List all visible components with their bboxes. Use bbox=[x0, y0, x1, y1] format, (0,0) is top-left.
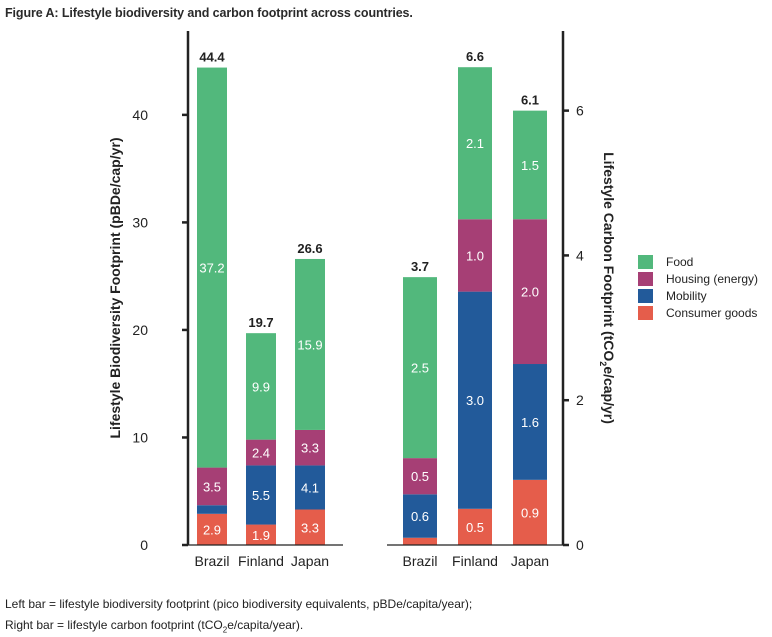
data-label-brazil-mobility: 0.6 bbox=[411, 509, 429, 524]
bar-brazil-food bbox=[197, 67, 227, 468]
data-label-finland-food: 9.9 bbox=[252, 379, 270, 394]
y-axis-title: Lifestyle Carbon Footprint (tCO2e/cap/yr… bbox=[598, 152, 617, 424]
bar-japan-housing-energy bbox=[295, 429, 325, 466]
y-tick-label-20: 20 bbox=[132, 322, 148, 338]
footnote-left-bar: Left bar = lifestyle biodiversity footpr… bbox=[5, 597, 473, 611]
y-tick-label-30: 30 bbox=[132, 214, 148, 230]
y-tick-label-2: 2 bbox=[576, 392, 584, 408]
bar-japan-mobility bbox=[295, 465, 325, 510]
figure-title: Figure A: Lifestyle biodiversity and car… bbox=[5, 6, 413, 20]
legend-swatch-housing-energy bbox=[638, 272, 653, 286]
bar-brazil-mobility bbox=[197, 505, 227, 514]
bar-finland-mobility bbox=[246, 465, 276, 525]
bar-japan-mobility bbox=[513, 364, 547, 480]
bar-brazil-housing-energy bbox=[197, 467, 227, 506]
x-tick-label-brazil: Brazil bbox=[402, 553, 437, 569]
data-label-japan-housing-energy: 2.0 bbox=[521, 285, 539, 300]
y-tick-label-4: 4 bbox=[576, 247, 584, 263]
x-tick-label-finland: Finland bbox=[452, 553, 498, 569]
bar-japan-housing-energy bbox=[513, 219, 547, 365]
y-tick-label-10: 10 bbox=[132, 429, 148, 445]
data-label-japan-mobility: 4.1 bbox=[301, 480, 319, 495]
bar-finland-consumer-goods bbox=[246, 524, 276, 545]
y-axis-title-part: Lifestyle Carbon Footprint (tCO bbox=[601, 152, 617, 361]
y-axis-title-subscript: 2 bbox=[598, 361, 608, 366]
carbon-chart: 0.6 0.5 2.5 3.7 Brazil 0.5 3.0 1.0 2.1 6.6 Finland… bbox=[387, 31, 617, 569]
data-label-finland-housing-energy: 1.0 bbox=[466, 248, 484, 263]
total-label-japan: 6.1 bbox=[521, 93, 539, 108]
data-label-japan-consumer-goods: 0.9 bbox=[521, 505, 539, 520]
bar-brazil-food bbox=[403, 277, 437, 459]
bar-brazil-consumer-goods bbox=[403, 537, 437, 545]
data-label-brazil-food: 37.2 bbox=[199, 261, 224, 276]
x-tick-label-japan: Japan bbox=[291, 553, 329, 569]
y-tick-label-40: 40 bbox=[132, 107, 148, 123]
legend-label-housing-energy: Housing (energy) bbox=[666, 272, 758, 286]
legend-swatch-consumer-goods bbox=[638, 306, 653, 320]
legend-label-food: Food bbox=[666, 255, 693, 269]
data-label-japan-housing-energy: 3.3 bbox=[301, 441, 319, 456]
footnote-right-suffix: e/capita/year). bbox=[227, 618, 304, 632]
bar-japan-food bbox=[295, 258, 325, 430]
data-label-finland-mobility: 5.5 bbox=[252, 488, 270, 503]
total-label-brazil: 44.4 bbox=[199, 50, 225, 65]
y-axis-title: Lifestyle Biodiversity Footprint (pBDe/c… bbox=[107, 137, 123, 438]
chart-canvas: 2.9 3.5 37.2 44.4 Brazil 1.9 5.5 2.4 9.9 19.7 Finl… bbox=[107, 31, 758, 569]
legend-swatch-mobility bbox=[638, 289, 653, 303]
data-label-finland-consumer-goods: 1.9 bbox=[252, 528, 270, 543]
data-label-brazil-consumer-goods: 2.9 bbox=[203, 522, 221, 537]
y-axis-title-part: e/cap/yr) bbox=[601, 366, 617, 424]
data-label-finland-housing-energy: 2.4 bbox=[252, 446, 270, 461]
bar-japan-food bbox=[513, 110, 547, 220]
data-label-brazil-housing-energy: 3.5 bbox=[203, 479, 221, 494]
total-label-finland: 19.7 bbox=[248, 315, 273, 330]
data-label-japan-mobility: 1.6 bbox=[521, 415, 539, 430]
x-tick-label-japan: Japan bbox=[511, 553, 549, 569]
bar-brazil-housing-energy bbox=[403, 458, 437, 495]
bar-finland-housing-energy bbox=[458, 219, 492, 292]
data-label-japan-food: 15.9 bbox=[297, 337, 322, 352]
legend-swatch-food bbox=[638, 255, 653, 269]
bar-brazil-mobility bbox=[403, 494, 437, 538]
bar-japan-consumer-goods bbox=[295, 509, 325, 545]
data-label-brazil-housing-energy: 0.5 bbox=[411, 469, 429, 484]
total-label-brazil: 3.7 bbox=[411, 259, 429, 274]
total-label-japan: 26.6 bbox=[297, 241, 322, 256]
y-tick-label-0: 0 bbox=[576, 537, 584, 553]
data-label-finland-consumer-goods: 0.5 bbox=[466, 520, 484, 535]
bar-finland-food bbox=[458, 67, 492, 220]
footnote-right-prefix: Right bar = lifestyle carbon footprint (… bbox=[5, 618, 223, 632]
bar-finland-food bbox=[246, 333, 276, 440]
data-label-japan-food: 1.5 bbox=[521, 158, 539, 173]
footnote-right-bar: Right bar = lifestyle carbon footprint (… bbox=[5, 618, 303, 634]
legend-label-mobility: Mobility bbox=[666, 289, 707, 303]
bar-brazil-consumer-goods bbox=[197, 513, 227, 545]
y-tick-label-0: 0 bbox=[140, 537, 148, 553]
y-tick-label-6: 6 bbox=[576, 103, 584, 119]
data-label-japan-consumer-goods: 3.3 bbox=[301, 520, 319, 535]
legend-label-consumer-goods: Consumer goods bbox=[666, 306, 757, 320]
biodiversity-chart: 2.9 3.5 37.2 44.4 Brazil 1.9 5.5 2.4 9.9 19.7 Finl… bbox=[107, 31, 343, 569]
total-label-finland: 6.6 bbox=[466, 49, 484, 64]
data-label-brazil-food: 2.5 bbox=[411, 361, 429, 376]
footnote-subscript: 2 bbox=[222, 625, 228, 635]
bar-finland-housing-energy bbox=[246, 439, 276, 466]
data-label-finland-food: 2.1 bbox=[466, 136, 484, 151]
data-label-finland-mobility: 3.0 bbox=[466, 393, 484, 408]
x-tick-label-brazil: Brazil bbox=[194, 553, 229, 569]
x-tick-label-finland: Finland bbox=[238, 553, 284, 569]
bar-japan-consumer-goods bbox=[513, 479, 547, 545]
bar-finland-consumer-goods bbox=[458, 508, 492, 545]
legend: Food Housing (energy) Mobility Consumer goo… bbox=[638, 255, 758, 320]
bar-finland-mobility bbox=[458, 291, 492, 509]
